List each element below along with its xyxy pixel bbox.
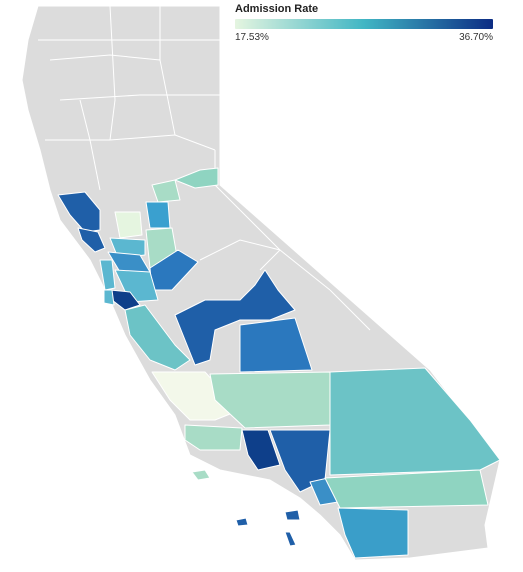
county-santa-cruz[interactable]	[103, 289, 115, 306]
county-catalina[interactable]	[284, 509, 301, 521]
county-sutter-placer[interactable]	[145, 201, 171, 229]
county-sonoma[interactable]	[57, 191, 101, 233]
legend-color-scale	[235, 19, 493, 29]
county-stanislaus-merced[interactable]	[174, 269, 296, 366]
county-san-francisco-san-mateo[interactable]	[99, 259, 116, 291]
county-kern[interactable]	[209, 371, 331, 429]
county-ventura[interactable]	[241, 429, 281, 471]
county-santa-barbara[interactable]	[184, 424, 243, 451]
county-yuba-area[interactable]	[151, 179, 181, 203]
county-fresno[interactable]	[239, 317, 313, 373]
county-riverside[interactable]	[324, 469, 489, 509]
county-napa[interactable]	[114, 211, 143, 239]
county-borders	[38, 5, 371, 331]
legend: Admission Rate 17.53% 36.70%	[235, 3, 495, 46]
county-san-clemente[interactable]	[284, 531, 297, 547]
legend-min-label: 17.53%	[235, 32, 269, 43]
county-marin[interactable]	[77, 227, 106, 253]
legend-title: Admission Rate	[235, 3, 319, 15]
legend-labels: 17.53% 36.70%	[235, 32, 495, 46]
county-monterey[interactable]	[124, 304, 191, 371]
county-san-luis-obispo[interactable]	[151, 371, 241, 421]
county-channel-islands-la[interactable]	[235, 517, 249, 527]
county-san-diego[interactable]	[337, 507, 409, 559]
legend-max-label: 36.70%	[459, 32, 493, 43]
county-channel-islands-ventura[interactable]	[191, 469, 211, 481]
county-san-bernardino[interactable]	[329, 367, 501, 476]
county-tehama-area[interactable]	[174, 167, 219, 189]
